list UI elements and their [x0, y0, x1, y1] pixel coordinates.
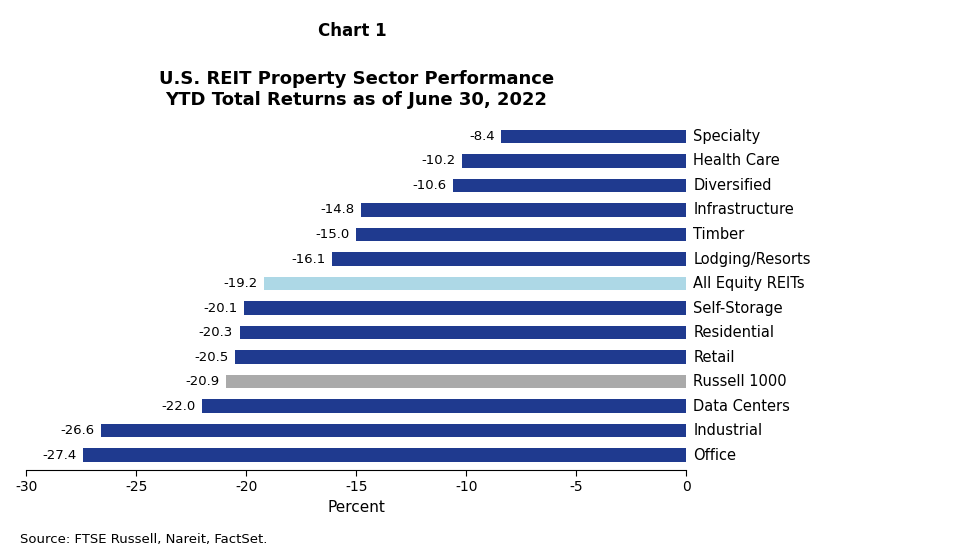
Bar [453, 179, 686, 192]
Bar [502, 130, 686, 143]
Text: Infrastructure: Infrastructure [693, 203, 794, 217]
Text: -15.0: -15.0 [316, 228, 350, 241]
Text: -10.6: -10.6 [413, 179, 447, 192]
Text: -22.0: -22.0 [162, 400, 196, 413]
Text: -20.5: -20.5 [194, 351, 228, 364]
Text: Industrial: Industrial [693, 423, 762, 438]
Bar [356, 228, 686, 241]
Text: Diversified: Diversified [693, 178, 771, 193]
Text: -10.2: -10.2 [421, 155, 456, 167]
Bar [462, 154, 686, 168]
Bar [244, 301, 686, 315]
Text: Lodging/Resorts: Lodging/Resorts [693, 252, 810, 267]
Text: Data Centers: Data Centers [693, 399, 790, 413]
Bar [361, 203, 686, 217]
Text: -20.3: -20.3 [199, 326, 233, 339]
Text: Russell 1000: Russell 1000 [693, 374, 787, 389]
Text: Chart 1: Chart 1 [318, 22, 387, 40]
Bar [226, 375, 686, 389]
Text: Timber: Timber [693, 227, 745, 242]
Bar [239, 326, 686, 339]
Bar [101, 424, 686, 437]
Text: Specialty: Specialty [693, 129, 760, 144]
Text: Office: Office [693, 448, 736, 463]
Bar [83, 448, 686, 462]
Text: -26.6: -26.6 [60, 424, 94, 437]
Bar [235, 351, 686, 364]
Text: -20.1: -20.1 [203, 301, 237, 315]
Text: Retail: Retail [693, 349, 735, 365]
Text: -8.4: -8.4 [469, 130, 495, 143]
X-axis label: Percent: Percent [327, 500, 385, 515]
Text: All Equity REITs: All Equity REITs [693, 276, 805, 291]
Text: -19.2: -19.2 [223, 277, 257, 290]
Bar [332, 252, 686, 266]
Title: U.S. REIT Property Sector Performance
YTD Total Returns as of June 30, 2022: U.S. REIT Property Sector Performance YT… [159, 70, 554, 109]
Text: -14.8: -14.8 [319, 204, 354, 216]
Text: -20.9: -20.9 [185, 375, 220, 388]
Bar [264, 277, 686, 290]
Text: Health Care: Health Care [693, 153, 780, 168]
Text: Self-Storage: Self-Storage [693, 301, 783, 316]
Bar [202, 400, 686, 413]
Text: Source: FTSE Russell, Nareit, FactSet.: Source: FTSE Russell, Nareit, FactSet. [20, 533, 267, 546]
Text: -27.4: -27.4 [42, 449, 76, 461]
Text: -16.1: -16.1 [291, 252, 325, 266]
Text: Residential: Residential [693, 325, 774, 340]
